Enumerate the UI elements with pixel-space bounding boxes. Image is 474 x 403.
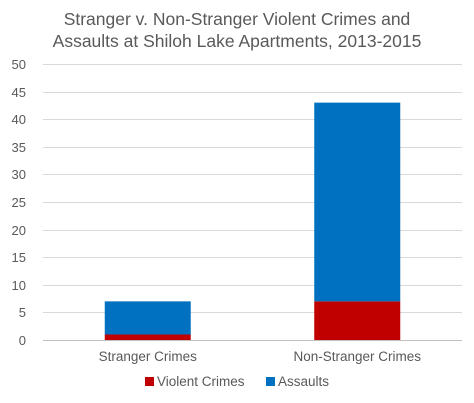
y-tick-label: 20	[12, 223, 26, 238]
category-labels: Stranger Crimes Non-Stranger Crimes	[99, 349, 422, 364]
y-tick-label: 45	[12, 85, 26, 100]
legend-label: Violent Crimes	[157, 374, 245, 389]
y-axis-ticks: 0 5 10 15 20 25 30 35 40 45 50	[12, 57, 26, 348]
bars	[104, 102, 401, 340]
bar-segment-violent-crimes	[104, 334, 191, 340]
y-tick-label: 50	[12, 57, 26, 72]
y-tick-label: 25	[12, 195, 26, 210]
x-category-label: Stranger Crimes	[99, 349, 198, 364]
y-tick-label: 10	[12, 278, 26, 293]
chart-title-line-2: Assaults at Shiloh Lake Apartments, 2013…	[53, 31, 422, 51]
y-tick-label: 15	[12, 250, 26, 265]
legend-label: Assaults	[278, 374, 329, 389]
y-tick-label: 5	[19, 305, 26, 320]
y-tick-label: 30	[12, 167, 26, 182]
legend-item-violent-crimes: Violent Crimes	[145, 374, 245, 389]
y-tick-label: 0	[19, 333, 26, 348]
gridlines	[43, 64, 462, 313]
x-category-label: Non-Stranger Crimes	[293, 349, 421, 364]
legend-item-assaults: Assaults	[266, 374, 329, 389]
legend-swatch	[266, 377, 275, 386]
y-tick-label: 40	[12, 112, 26, 127]
bar-segment-violent-crimes	[314, 301, 401, 340]
bar-segment-assaults	[314, 102, 401, 302]
legend: Violent Crimes Assaults	[145, 374, 329, 389]
legend-swatch	[145, 377, 154, 386]
bar-segment-assaults	[104, 301, 191, 335]
chart-title: Stranger v. Non-Stranger Violent Crimes …	[53, 9, 422, 51]
chart-title-line-1: Stranger v. Non-Stranger Violent Crimes …	[64, 9, 411, 29]
y-tick-label: 35	[12, 140, 26, 155]
